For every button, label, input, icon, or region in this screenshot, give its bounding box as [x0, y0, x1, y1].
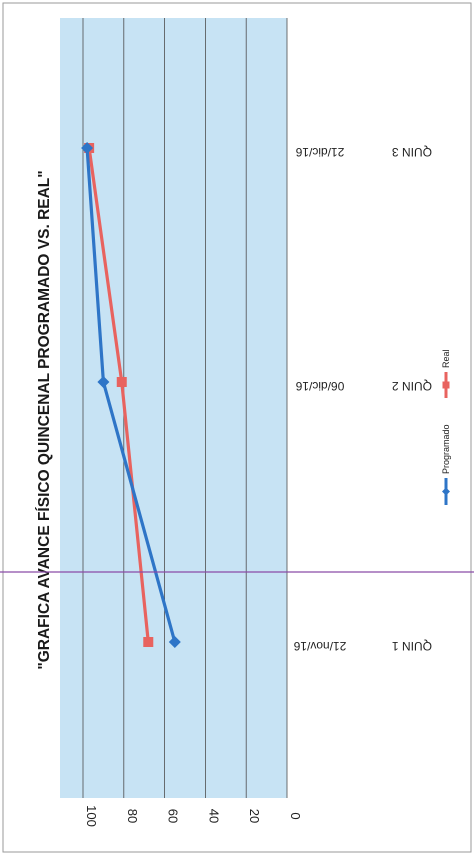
- y-tick-label: 40: [206, 809, 221, 823]
- y-tick-label: 80: [125, 809, 140, 823]
- y-tick-label: 60: [166, 809, 181, 823]
- category-quin-label: QUIN 1: [392, 639, 432, 653]
- legend-marker: [442, 381, 450, 389]
- y-tick-label: 20: [247, 809, 262, 823]
- category-date-label: 06/dic/16: [295, 379, 344, 393]
- category-quin-label: QUIN 3: [392, 145, 432, 159]
- y-tick-label: 100: [84, 805, 99, 827]
- data-point-programado: [97, 376, 110, 388]
- y-axis-ticks: 100 80 60 40 20 0: [84, 805, 303, 827]
- x-axis-categories: 21/nov/16 QUIN 1 06/dic/16 QUIN 2 21/dic/16 Q…: [293, 145, 432, 653]
- legend-label-programado: Programado: [441, 424, 451, 474]
- data-series: [81, 142, 181, 648]
- category-date-label: 21/dic/16: [295, 145, 344, 159]
- chart-title: "GRAFICA AVANCE FÍSICO QUINCENAL PROGRAM…: [36, 170, 53, 669]
- data-point-programado: [81, 142, 94, 154]
- data-point-programado: [168, 636, 181, 648]
- legend: Programado Real: [441, 349, 451, 505]
- legend-marker: [442, 487, 450, 496]
- chart-title-text: "GRAFICA AVANCE FÍSICO QUINCENAL PROGRAM…: [36, 170, 53, 669]
- y-tick-label: 0: [288, 812, 303, 819]
- legend-label-real: Real: [441, 349, 451, 368]
- data-point-real: [143, 637, 154, 647]
- category-date-label: 21/nov/16: [293, 639, 346, 653]
- category-quin-label: QUIN 2: [392, 379, 432, 393]
- data-point-real: [116, 377, 127, 387]
- plot-area: [60, 18, 287, 798]
